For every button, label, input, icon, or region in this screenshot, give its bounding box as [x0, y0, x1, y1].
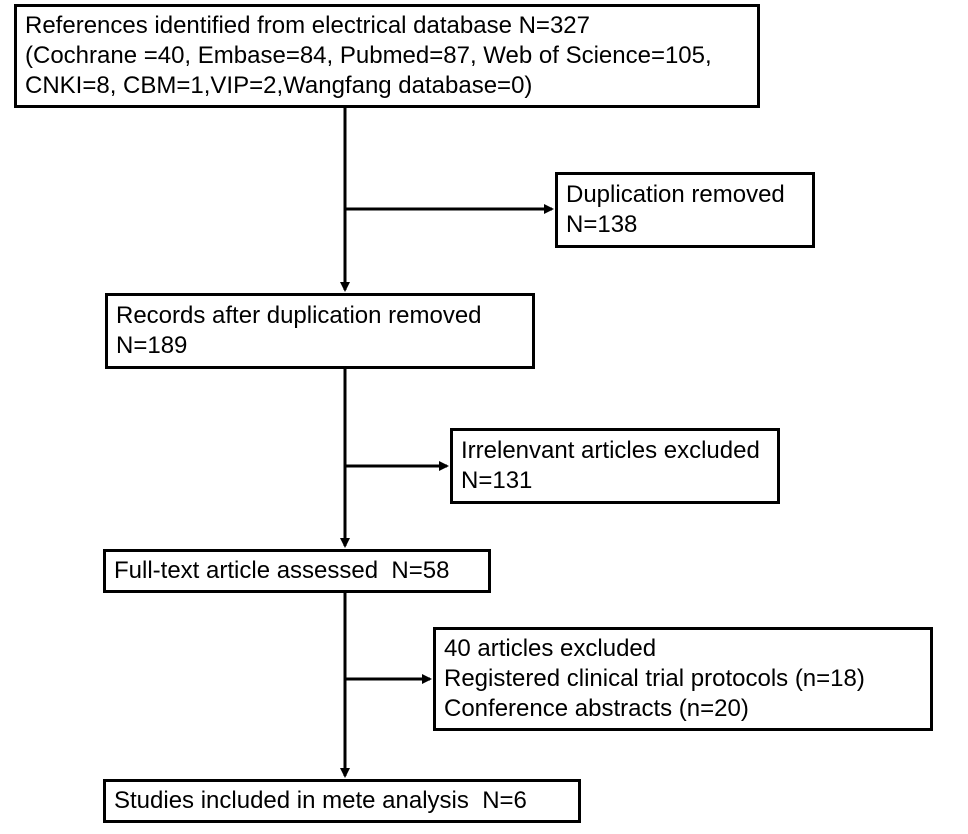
irrelevant-line1: Irrelenvant articles excluded	[453, 436, 777, 466]
after-dup-line1: Records after duplication removed	[108, 301, 532, 331]
box-identification: References identified from electrical da…	[14, 4, 760, 108]
fulltext-line1: Full-text article assessed N=58	[106, 556, 488, 586]
after-dup-line2: N=189	[108, 331, 532, 361]
excluded40-line1: 40 articles excluded	[436, 634, 930, 664]
included-line1: Studies included in mete analysis N=6	[106, 786, 578, 816]
prisma-flow-diagram: References identified from electrical da…	[0, 0, 968, 834]
box-studies-included: Studies included in mete analysis N=6	[103, 779, 581, 823]
irrelevant-line2: N=131	[453, 466, 777, 496]
identification-line3: CNKI=8, CBM=1,VIP=2,Wangfang database=0)	[17, 71, 757, 101]
identification-line1: References identified from electrical da…	[17, 11, 757, 41]
excluded40-line2: Registered clinical trial protocols (n=1…	[436, 664, 930, 694]
duplication-removed-line1: Duplication removed	[558, 180, 812, 210]
box-40-excluded: 40 articles excluded Registered clinical…	[433, 627, 933, 731]
excluded40-line3: Conference abstracts (n=20)	[436, 694, 930, 724]
box-fulltext-assessed: Full-text article assessed N=58	[103, 549, 491, 593]
duplication-removed-line2: N=138	[558, 210, 812, 240]
identification-line2: (Cochrane =40, Embase=84, Pubmed=87, Web…	[17, 41, 757, 71]
box-irrelevant-excluded: Irrelenvant articles excluded N=131	[450, 428, 780, 504]
box-after-duplication: Records after duplication removed N=189	[105, 293, 535, 369]
box-duplication-removed: Duplication removed N=138	[555, 172, 815, 248]
